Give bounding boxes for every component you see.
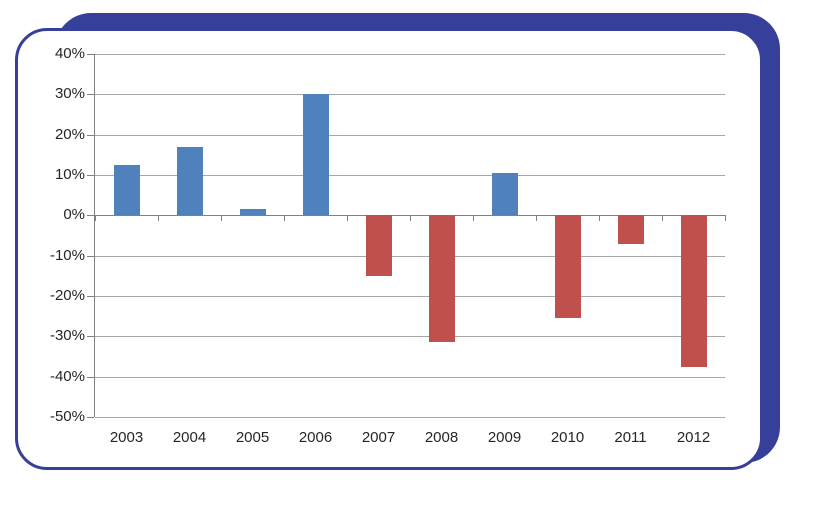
y-axis-label: -10% [49, 246, 85, 264]
bar-2012 [680, 215, 707, 367]
x-axis-tick [410, 215, 411, 222]
bar-2003 [113, 164, 140, 216]
y-axis-tick [87, 94, 94, 96]
gridline [95, 94, 725, 96]
x-axis-tick [473, 215, 474, 222]
gridline [95, 134, 725, 136]
y-axis-label: 0% [63, 206, 85, 224]
x-axis-tick [599, 215, 600, 222]
gridline [95, 54, 725, 55]
x-axis-label: 2005 [235, 429, 270, 446]
bar-2010 [554, 215, 581, 319]
x-axis-tick [284, 215, 285, 222]
y-axis-label: 20% [54, 125, 85, 143]
y-axis-tick [87, 296, 94, 297]
y-axis-label: 30% [54, 85, 85, 103]
y-axis-tick [87, 336, 94, 338]
bar-2005 [239, 209, 266, 216]
x-axis-label: 2011 [614, 429, 647, 446]
x-axis-tick [95, 215, 96, 222]
y-axis-tick [87, 134, 94, 136]
x-axis-tick [158, 215, 159, 222]
x-axis-label: 2012 [676, 429, 711, 446]
bar-2009 [491, 172, 518, 216]
x-axis-tick [221, 215, 222, 222]
bar-2007 [365, 215, 392, 276]
y-axis-tick [87, 54, 94, 55]
chart-panel: 40% 30% 20% 10% 0% -10% -20% -30% -40% -50% 2003 20… [15, 28, 763, 470]
y-axis-label: -30% [49, 327, 85, 345]
y-axis-label: 40% [54, 45, 85, 62]
x-axis-tick [725, 215, 726, 222]
y-axis-tick [87, 175, 94, 176]
y-axis-label: -40% [49, 367, 85, 385]
x-axis-tick [662, 215, 663, 222]
x-axis-label: 2009 [487, 429, 522, 446]
gridline [95, 417, 725, 418]
y-axis-label: 10% [54, 166, 85, 183]
plot-area: 40% 30% 20% 10% 0% -10% -20% -30% -40% -50% 2003 20… [50, 45, 726, 446]
x-axis-label: 2010 [550, 429, 585, 446]
gridline [95, 255, 725, 257]
x-axis-label: 2007 [361, 429, 396, 446]
x-axis-label: 2006 [298, 429, 333, 446]
bar-2008 [428, 215, 455, 343]
bar-2011 [617, 215, 644, 244]
gridline [95, 376, 725, 378]
y-axis-tick [87, 255, 94, 257]
bar-2006 [302, 94, 329, 216]
y-axis-line [94, 54, 95, 417]
x-axis-label: 2004 [172, 429, 207, 446]
x-axis-tick [347, 215, 348, 222]
y-axis-label: -20% [49, 287, 85, 304]
x-axis-label: 2008 [424, 429, 459, 446]
bar-2004 [176, 146, 203, 216]
y-axis-tick [87, 215, 94, 217]
y-axis-label: -50% [49, 408, 85, 425]
gridline [95, 175, 725, 176]
y-axis-tick [87, 417, 94, 418]
y-axis-tick [87, 376, 94, 378]
gridline [95, 336, 725, 338]
x-axis-label: 2003 [109, 429, 144, 446]
gridline [95, 296, 725, 297]
x-axis-tick [536, 215, 537, 222]
